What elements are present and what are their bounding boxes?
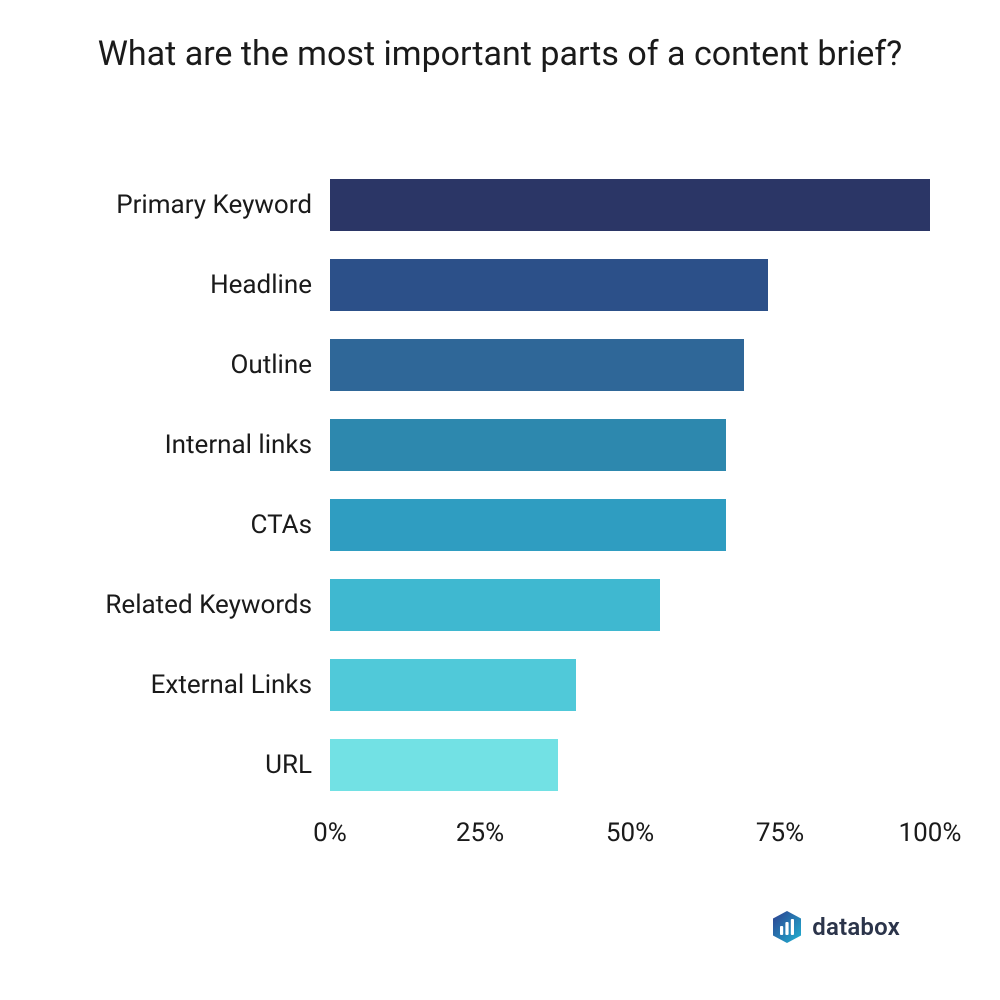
bar-label: URL [70,750,330,780]
bar [330,499,726,551]
x-tick: 25% [456,818,504,848]
bar-row: CTAs [70,485,930,565]
bar-label: Outline [70,350,330,380]
chart-container: What are the most important parts of a c… [0,0,1000,1000]
bar-label: Primary Keyword [70,190,330,220]
bar-row: Headline [70,245,930,325]
bar [330,259,768,311]
x-tick: 50% [606,818,654,848]
bar [330,419,726,471]
bar [330,339,744,391]
plot-area: Primary Keyword Headline Outline Internal l… [70,165,930,805]
bar-track [330,419,930,471]
bar [330,739,558,791]
bar-row: URL [70,725,930,805]
bar-track [330,659,930,711]
bar-label: Headline [70,270,330,300]
bar-row: External Links [70,645,930,725]
bar [330,659,576,711]
bar-row: Primary Keyword [70,165,930,245]
bar [330,579,660,631]
bar-row: Outline [70,325,930,405]
bar-track [330,499,930,551]
x-tick: 75% [756,818,804,848]
x-tick: 100% [899,818,962,848]
bar-track [330,339,930,391]
databox-icon [772,910,802,944]
bar-label: External Links [70,670,330,700]
brand-logo: databox [772,910,900,944]
bar-row: Internal links [70,405,930,485]
bar-label: Internal links [70,430,330,460]
bar [330,179,930,231]
x-axis: 0%25%50%75%100% [330,818,930,858]
bar-label: CTAs [70,510,330,540]
bar-row: Related Keywords [70,565,930,645]
bar-track [330,579,930,631]
bar-track [330,179,930,231]
bar-track [330,739,930,791]
x-tick: 0% [313,818,347,848]
bar-track [330,259,930,311]
chart-title: What are the most important parts of a c… [0,32,1000,78]
brand-name: databox [812,913,900,941]
bar-label: Related Keywords [70,590,330,620]
